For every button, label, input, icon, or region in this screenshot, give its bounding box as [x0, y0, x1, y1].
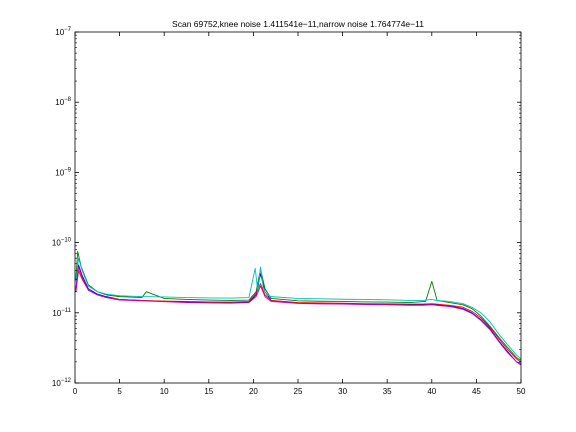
y-tick-label-base: 10 [55, 98, 64, 107]
x-tick-label: 45 [472, 387, 481, 396]
series-line-5 [75, 266, 522, 366]
x-tick-label: 5 [117, 387, 122, 396]
y-tick-label: 10−8 [55, 97, 71, 107]
y-tick-label: 10−7 [55, 27, 71, 37]
x-tick-label: 35 [383, 387, 392, 396]
y-tick-label: 10−10 [52, 238, 72, 248]
y-tick-label: 10−11 [52, 308, 71, 318]
chart-title: Scan 69752,knee noise 1.411541e−11,narro… [172, 19, 424, 29]
x-tick-label: 40 [427, 387, 436, 396]
y-tick-label-exponent: −10 [61, 238, 72, 244]
y-tick-label-base: 10 [55, 28, 64, 37]
x-tick-label: 15 [204, 387, 213, 396]
y-tick-label-base: 10 [52, 309, 61, 318]
series-line-4 [75, 257, 522, 360]
y-tick-label-base: 10 [52, 239, 61, 248]
series-line-2 [75, 250, 522, 361]
x-tick-label: 20 [249, 387, 258, 396]
x-tick-label: 50 [517, 387, 526, 396]
x-tick-label: 10 [160, 387, 169, 396]
axes-layer: 0 5 10 15 20 25 30 35 40 45 5010−1210−1110−1010−91… [52, 27, 526, 396]
y-tick-label-exponent: −12 [61, 378, 72, 384]
y-tick-label: 10−9 [55, 167, 71, 177]
y-tick-label: 10−12 [52, 378, 72, 388]
y-tick-label-base: 10 [52, 379, 61, 388]
y-tick-label-exponent: −9 [64, 167, 72, 173]
y-tick-label-exponent: −11 [61, 308, 71, 314]
y-tick-label-exponent: −8 [64, 97, 72, 103]
x-tick-label: 0 [73, 387, 78, 396]
x-tick-label: 30 [338, 387, 347, 396]
y-tick-label-exponent: −7 [64, 27, 72, 33]
x-tick-label: 25 [294, 387, 303, 396]
series-layer [75, 250, 522, 366]
y-tick-label-base: 10 [55, 168, 64, 177]
